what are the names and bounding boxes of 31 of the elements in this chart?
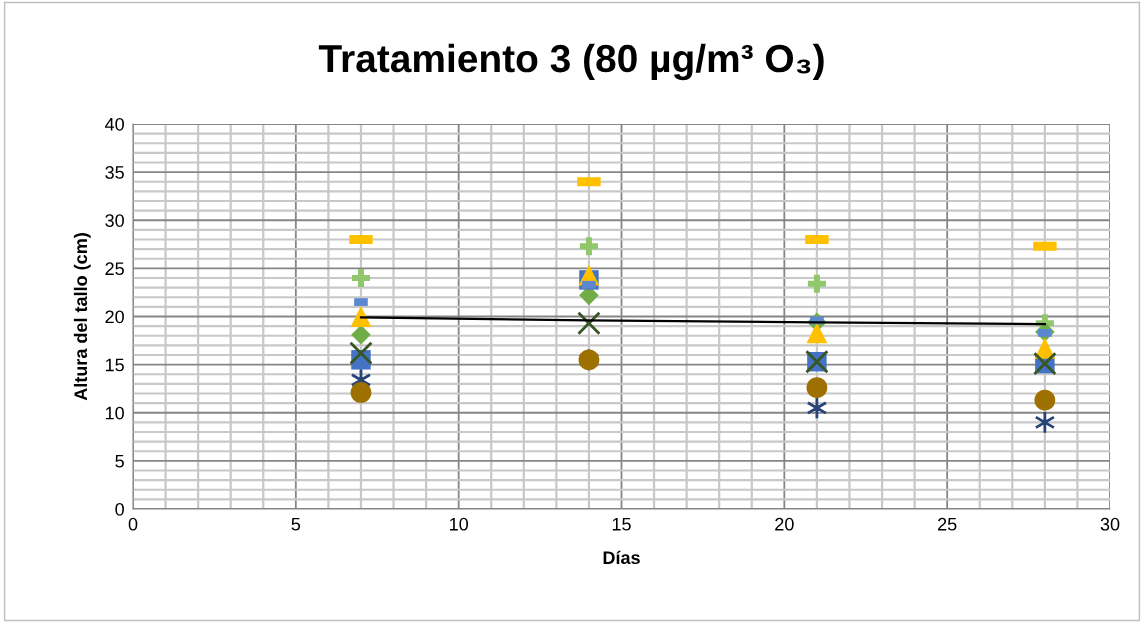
point (806, 377, 828, 399)
chart-title: Tratamiento 3 (80 µg/m³ O₃) (318, 43, 824, 81)
point (1034, 410, 1056, 435)
point (351, 324, 371, 345)
y-tick-label: 0 (115, 502, 124, 516)
y-tick-label: 35 (105, 166, 124, 179)
point (350, 306, 372, 327)
y-tick-label: 30 (105, 214, 124, 227)
point (1034, 389, 1056, 411)
x-tick-label: 0 (128, 517, 138, 531)
point (577, 311, 601, 336)
point (807, 274, 826, 293)
point (579, 237, 598, 256)
x-tick-label: 30 (1100, 517, 1120, 531)
x-tick-label: 25 (938, 517, 957, 531)
x-axis-title: Días (603, 550, 640, 565)
y-tick-label: 40 (105, 117, 124, 131)
x-tick-label: 20 (775, 517, 794, 531)
point (351, 268, 370, 288)
point (806, 322, 828, 344)
y-axis-title: Altura del tallo (cm) (73, 233, 91, 401)
x-tick-label: 10 (450, 517, 468, 531)
y-tick-label: 5 (115, 455, 124, 468)
point (349, 341, 373, 365)
y-tick-label: 15 (105, 358, 124, 372)
x-tick-label: 5 (291, 518, 301, 531)
x-tick-label: 15 (612, 518, 631, 531)
point (350, 382, 372, 403)
y-tick-label: 10 (105, 406, 124, 420)
y-tick-label: 25 (105, 262, 124, 276)
y-tick-label: 20 (105, 310, 124, 324)
